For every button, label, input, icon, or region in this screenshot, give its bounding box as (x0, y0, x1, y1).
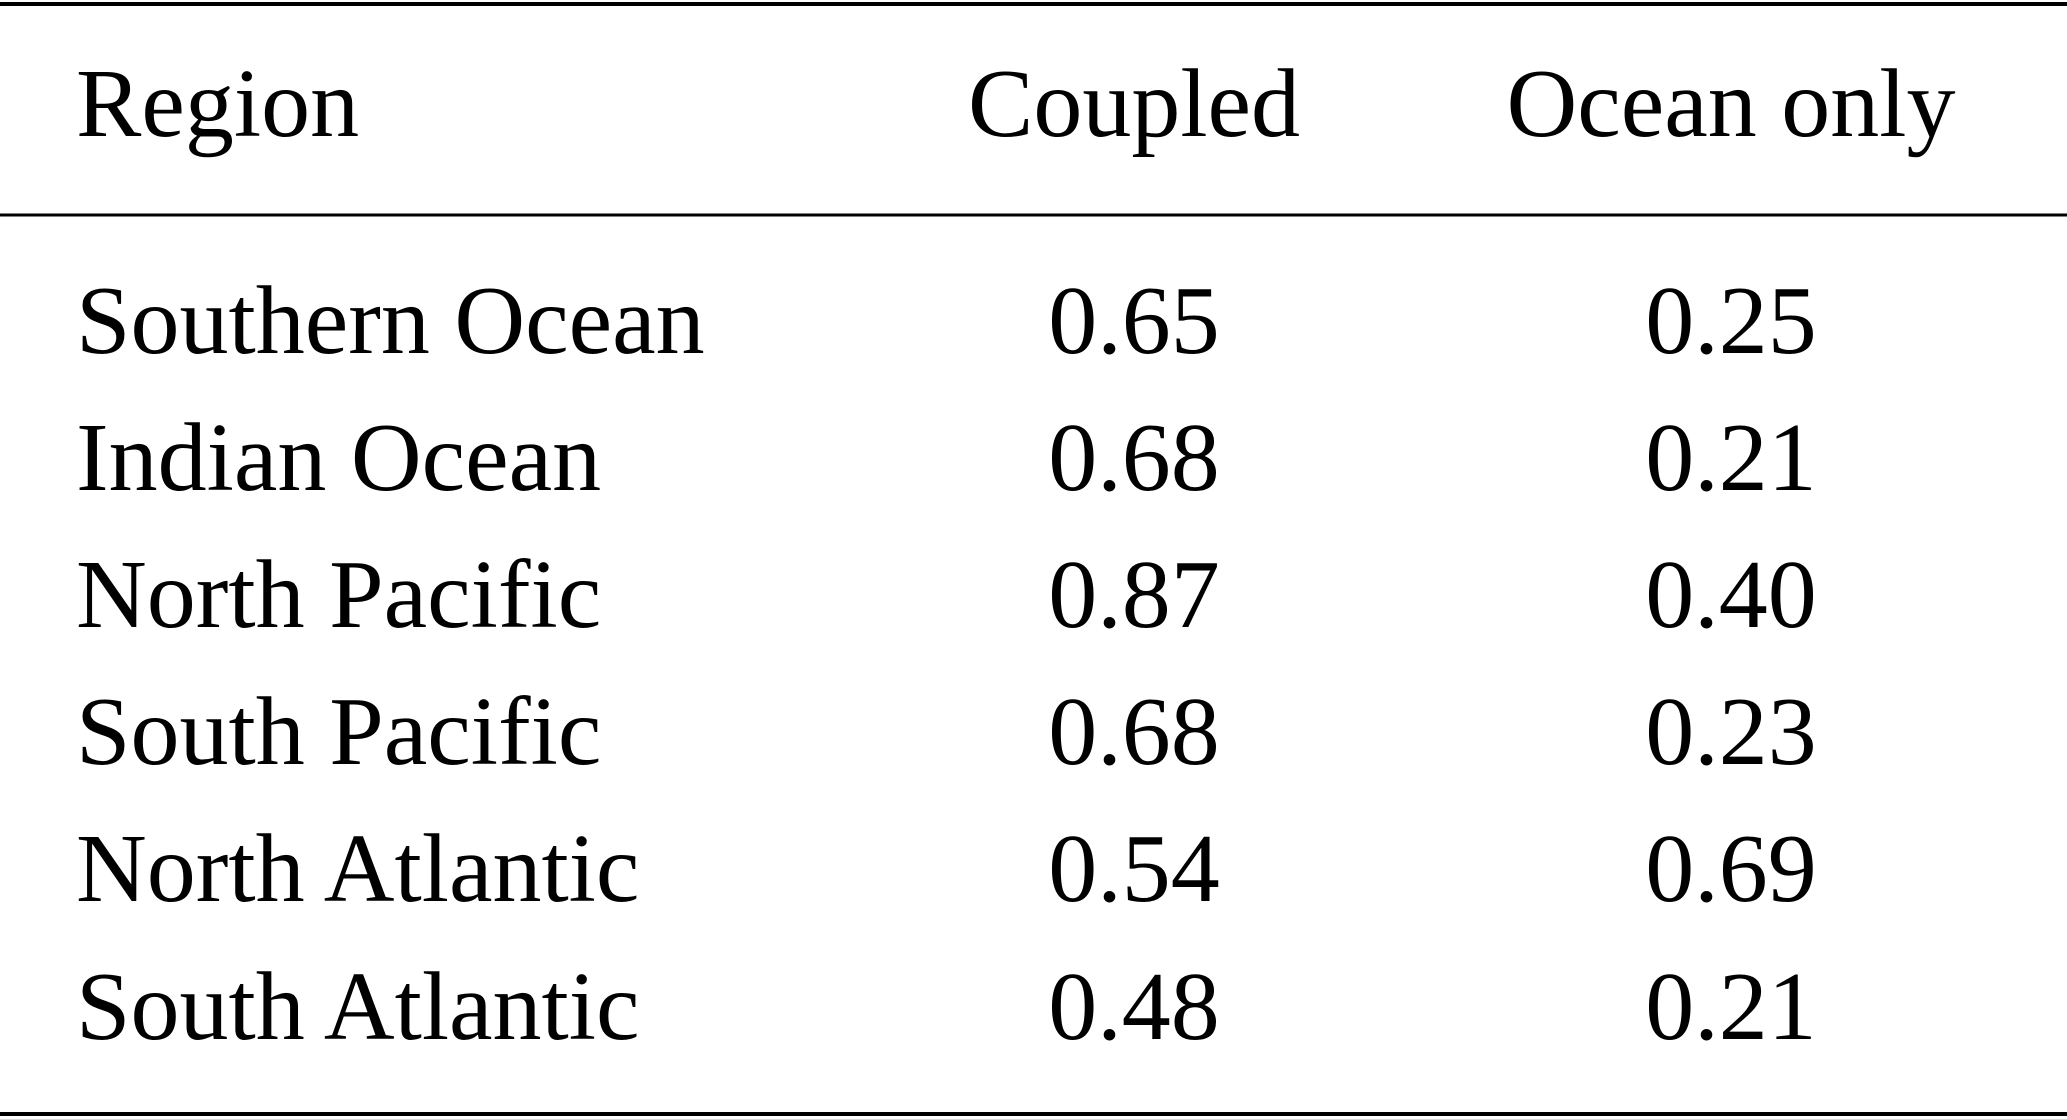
value-cell: 0.54 (1048, 815, 1220, 923)
region-cell: South Atlantic (76, 953, 640, 1061)
value-cell: 0.25 (1645, 267, 1817, 375)
header-cell: Region (76, 50, 359, 158)
value-cell: 0.21 (1645, 953, 1817, 1061)
region-cell: South Pacific (76, 678, 601, 786)
header-cell: Coupled (968, 50, 1300, 158)
value-cell: 0.65 (1048, 267, 1220, 375)
header-cell: Ocean only (1507, 50, 1956, 158)
value-cell: 0.87 (1048, 541, 1220, 649)
value-cell: 0.23 (1645, 678, 1817, 786)
value-cell: 0.68 (1048, 404, 1220, 512)
value-cell: 0.69 (1645, 815, 1817, 923)
value-cell: 0.40 (1645, 541, 1817, 649)
region-cell: North Atlantic (76, 815, 639, 923)
value-cell: 0.48 (1048, 953, 1220, 1061)
region-cell: Indian Ocean (76, 404, 601, 512)
region-cell: North Pacific (76, 541, 601, 649)
value-cell: 0.68 (1048, 678, 1220, 786)
region-cell: Southern Ocean (76, 267, 705, 375)
value-cell: 0.21 (1645, 404, 1817, 512)
